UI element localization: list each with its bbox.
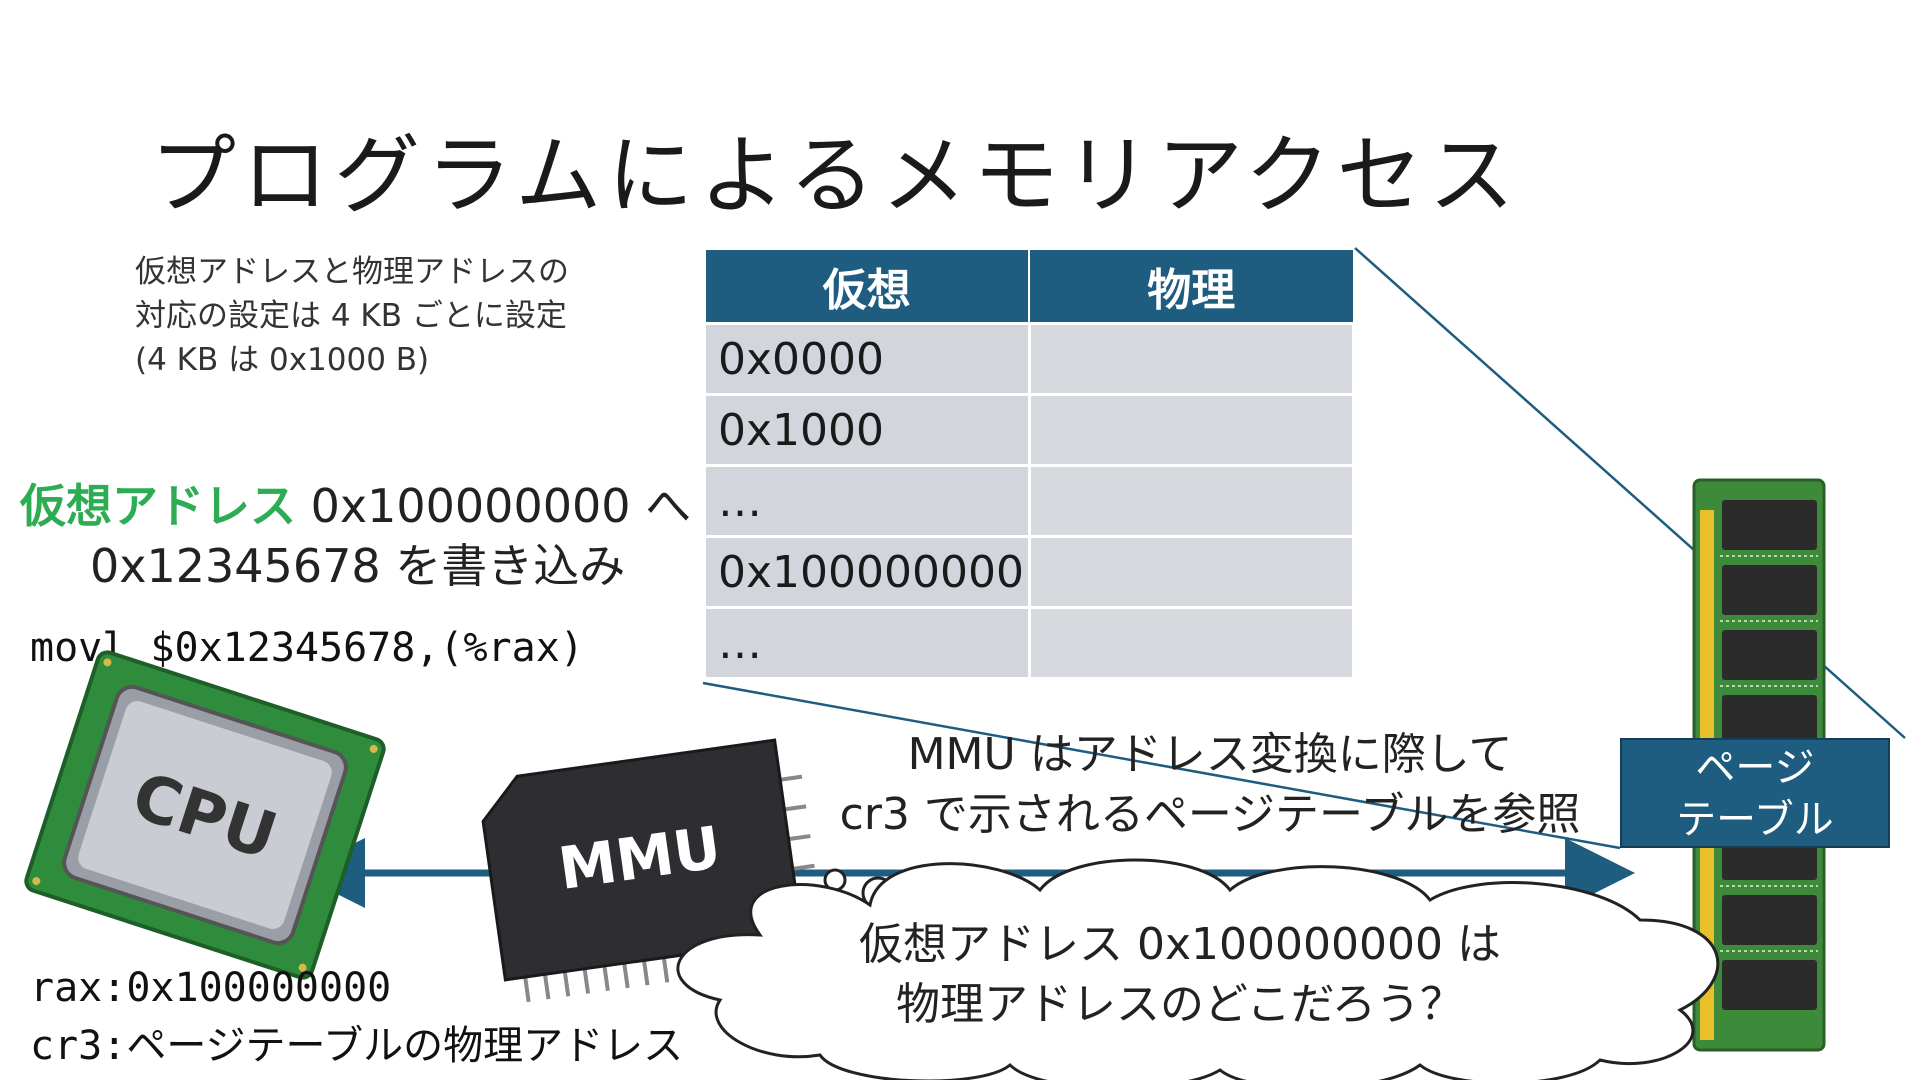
virtual-cell: … — [703, 464, 1031, 538]
zoom-line-bottom — [702, 681, 1621, 850]
page-size-note: 仮想アドレスと物理アドレスの 対応の設定は 4 KB ごとに設定 (4 KB は… — [135, 250, 569, 382]
note-line-1: 仮想アドレスと物理アドレスの — [135, 254, 569, 290]
cloud-line-1: 仮想アドレス 0x100000000 は — [859, 919, 1501, 970]
cr3-label: cr3: — [30, 1023, 127, 1069]
virtual-cell: 0x100000000 — [703, 535, 1031, 609]
physical-cell — [1027, 606, 1355, 680]
mmu-note-line-2: cr3 で示されるページテーブルを参照 — [839, 789, 1581, 840]
page-table-box: ページ テーブル — [1620, 738, 1890, 848]
table-row: … — [703, 606, 1355, 680]
statement-rest: 0x100000000 へ — [296, 479, 692, 533]
table-row: 0x1000 — [703, 393, 1355, 467]
cloud-line-2: 物理アドレスのどこだろう？ — [895, 979, 1465, 1030]
table-row: 0x100000000 — [703, 535, 1355, 609]
mmu-chip-icon: MMU — [481, 738, 819, 1003]
header-virtual: 仮想 — [703, 248, 1030, 325]
cpu-icon: CPU — [24, 650, 386, 980]
mmu-explanation: MMU はアドレス変換に際して cr3 で示されるページテーブルを参照 — [780, 725, 1640, 845]
slide-title: プログラムによるメモリアクセス — [150, 126, 1521, 226]
note-line-2: 対応の設定は 4 KB ごとに設定 — [135, 298, 567, 334]
write-statement-line-2: 0x12345678 を書き込み — [90, 539, 626, 593]
write-statement-line-1: 仮想アドレス 0x100000000 へ — [20, 470, 691, 536]
virtual-cell: 0x1000 — [703, 393, 1031, 467]
table-row: … — [703, 464, 1355, 538]
table-row: 0x0000 — [703, 322, 1355, 396]
header-physical: 物理 — [1028, 248, 1355, 325]
rax-register: rax:0x100000000 — [30, 965, 392, 1011]
physical-cell — [1027, 535, 1355, 609]
thought-bubble — [676, 858, 1720, 1080]
page-table-box-line-1: ページ — [1695, 745, 1815, 791]
page-table: 仮想 物理 0x0000 0x1000 … 0x100000000 … — [703, 248, 1355, 680]
physical-cell — [1027, 393, 1355, 467]
page-table-box-line-2: テーブル — [1676, 797, 1834, 843]
mmu-note-line-1: MMU はアドレス変換に際して — [907, 729, 1513, 780]
cr3-value: ページテーブルの物理アドレス — [126, 1023, 684, 1069]
thought-bubble-text: 仮想アドレス 0x100000000 は 物理アドレスのどこだろう？ — [780, 915, 1580, 1035]
physical-cell — [1027, 464, 1355, 538]
virtual-cell: … — [703, 606, 1031, 680]
physical-cell — [1027, 322, 1355, 396]
note-line-3: (4 KB は 0x1000 B) — [135, 342, 430, 378]
cr3-register: cr3:ページテーブルの物理アドレス — [30, 1013, 683, 1071]
virtual-address-highlight: 仮想アドレス — [20, 479, 296, 533]
virtual-cell: 0x0000 — [703, 322, 1031, 396]
